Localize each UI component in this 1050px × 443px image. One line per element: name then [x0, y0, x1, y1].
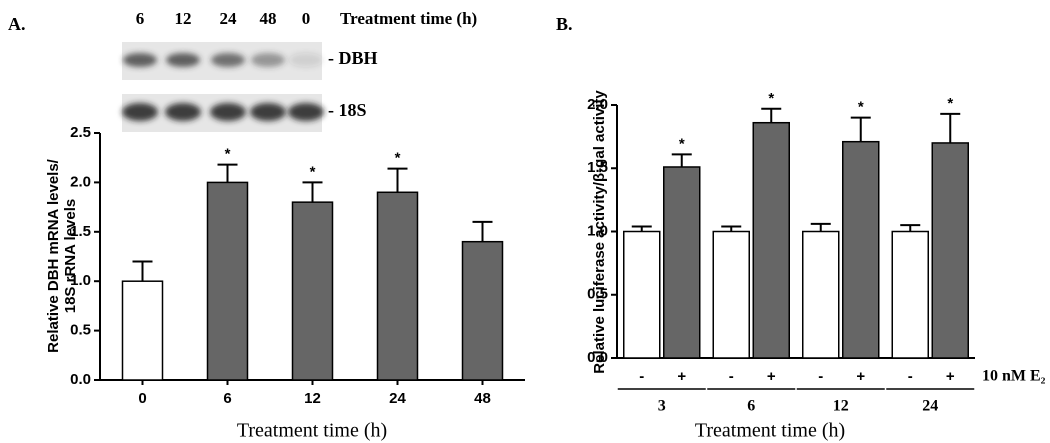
bar [931, 142, 969, 359]
bar [842, 140, 880, 359]
blot-band-label: - DBH [328, 48, 378, 68]
bar [461, 240, 504, 381]
blot-band [251, 53, 285, 67]
x-tick-label: 6 [747, 398, 755, 415]
y-axis-title-line: 18S rRNA levels [62, 199, 79, 314]
row-label: 10 nM E₂ [982, 368, 1046, 385]
series-label: - [729, 368, 734, 385]
y-tick-label: 2.0 [587, 96, 608, 113]
bar [291, 201, 334, 381]
error-bar [302, 181, 323, 203]
blot-lane-label: 0 [302, 9, 311, 28]
blot-band [210, 103, 246, 121]
bar [376, 191, 419, 381]
y-tick-label: 0.0 [70, 371, 91, 388]
blot-band [123, 53, 157, 67]
bar [206, 181, 249, 381]
x-axis-title: Treatment time (h) [695, 420, 845, 442]
x-tick-label: 48 [474, 390, 491, 407]
bar [712, 230, 750, 359]
blot-band [211, 53, 245, 67]
x-tick-label: 3 [658, 398, 666, 415]
y-tick-label: 0.5 [587, 286, 608, 303]
y-axis-title-line: Relative DBH mRNA levels/ [45, 158, 62, 353]
y-tick-label: 2.0 [70, 173, 91, 190]
blot-band [166, 53, 200, 67]
blot-band [122, 103, 158, 121]
blot-lane-label: 48 [260, 9, 277, 28]
y-tick-label: 1.0 [70, 272, 91, 289]
blot-band-label: - 18S [328, 100, 367, 120]
bar [121, 280, 164, 381]
series-label: + [946, 368, 955, 385]
y-tick-label: 2.5 [70, 124, 91, 141]
error-bar [940, 112, 961, 143]
blot-lane-label: 12 [175, 9, 192, 28]
blot-band [288, 103, 324, 121]
x-tick-label: 24 [389, 390, 406, 407]
error-bar [810, 222, 831, 232]
series-label: + [677, 368, 686, 385]
significance-mark: * [679, 135, 685, 152]
blot-lane-label: 6 [136, 9, 145, 28]
panel-label: B. [556, 14, 573, 34]
y-axis-title: Relative luciferase activity/β-gal activ… [591, 90, 608, 374]
blot-title: Treatment time (h) [340, 9, 477, 28]
significance-mark: * [395, 150, 401, 167]
significance-mark: * [858, 99, 864, 116]
x-tick-label: 0 [138, 390, 146, 407]
series-label: - [908, 368, 913, 385]
error-bar [721, 225, 742, 232]
series-label: - [818, 368, 823, 385]
series-label: + [856, 368, 865, 385]
y-tick-label: 0.0 [587, 349, 608, 366]
y-tick-label: 1.0 [587, 222, 608, 239]
error-bar [761, 107, 782, 123]
significance-mark: * [768, 90, 774, 107]
error-bar [472, 220, 493, 242]
bar [891, 230, 929, 359]
error-bar [387, 167, 408, 193]
error-bar [671, 153, 692, 167]
x-tick-label: 24 [922, 398, 938, 415]
panel-label: A. [8, 14, 26, 34]
bar [663, 166, 701, 359]
bar [623, 230, 661, 359]
x-axis-title: Treatment time (h) [237, 420, 387, 442]
blot-band [289, 53, 323, 67]
y-tick-label: 1.5 [70, 223, 91, 240]
y-tick-label: 0.5 [70, 322, 91, 339]
series-label: + [767, 368, 776, 385]
blot-band [250, 103, 286, 121]
y-tick-label: 1.5 [587, 159, 608, 176]
significance-mark: * [947, 95, 953, 112]
error-bar [850, 116, 871, 142]
series-label: - [639, 368, 644, 385]
error-bar [900, 224, 921, 232]
x-tick-label: 12 [833, 398, 849, 415]
significance-mark: * [310, 163, 316, 180]
bar [752, 121, 790, 359]
blot-lane-label: 24 [220, 9, 238, 28]
x-tick-label: 12 [304, 390, 321, 407]
error-bar [132, 260, 153, 282]
y-axis-title: Relative DBH mRNA levels/ 18S rRNA level… [45, 158, 79, 353]
significance-mark: * [225, 146, 231, 163]
bar [802, 230, 840, 359]
error-bar [217, 163, 238, 183]
blot-band [165, 103, 201, 121]
x-tick-label: 6 [223, 390, 231, 407]
error-bar [631, 225, 652, 232]
